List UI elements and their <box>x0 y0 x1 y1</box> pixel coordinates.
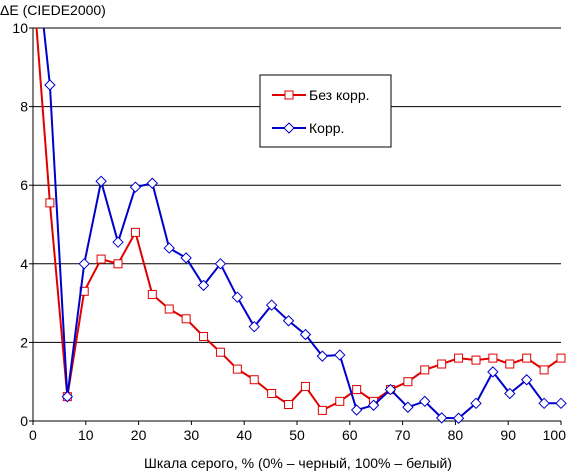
x-axis-title: Шкала серого, % (0% – черный, 100% – бел… <box>144 455 452 471</box>
series-1-point-19 <box>352 385 362 395</box>
series-1-point-6 <box>130 227 140 237</box>
series-1-point-7 <box>147 289 157 299</box>
series-1-point-5 <box>113 259 123 269</box>
y-tick-label-10: 10 <box>12 20 28 36</box>
legend: Без корр. Корр. <box>259 74 392 148</box>
x-tick-label-10: 10 <box>78 427 94 443</box>
x-tick-label-40: 40 <box>236 427 252 443</box>
series-2-point-10 <box>197 279 210 292</box>
series-2-point-27 <box>487 366 499 378</box>
axes <box>29 27 562 425</box>
series-1-point-23 <box>420 365 430 375</box>
series-1-point-12 <box>232 364 242 374</box>
legend-marker-1 <box>284 90 294 100</box>
x-tick-label-20: 20 <box>131 427 147 443</box>
legend-marker-2 <box>283 122 295 134</box>
x-tick-label-80: 80 <box>448 427 464 443</box>
series-2-point-18 <box>334 349 346 361</box>
series-2-point-4 <box>95 175 107 187</box>
series-2-point-12 <box>231 291 244 303</box>
series-1-point-8 <box>164 304 174 314</box>
series-2-point-15 <box>282 315 295 327</box>
series-2-point-13 <box>248 320 260 333</box>
series-2-point-29 <box>520 374 533 386</box>
series-1 <box>35 28 566 415</box>
y-tick-label-6: 6 <box>20 177 28 193</box>
series-1-point-22 <box>403 377 413 387</box>
series-2-point-2 <box>61 390 74 403</box>
y-tick-label-2: 2 <box>20 334 28 350</box>
x-tick-label-50: 50 <box>289 427 305 443</box>
series-1-point-28 <box>505 359 515 369</box>
series-2-point-24 <box>435 412 448 424</box>
series-2-point-11 <box>214 258 227 270</box>
series-1-point-29 <box>522 353 532 363</box>
y-tick-label-0: 0 <box>20 413 28 429</box>
series-2-point-20 <box>367 399 380 411</box>
series-2 <box>42 28 567 424</box>
series-2-point-9 <box>180 252 192 264</box>
series-1-point-10 <box>199 332 209 342</box>
x-tick-label-100: 100 <box>543 427 567 443</box>
series-1-point-31 <box>556 353 566 363</box>
series-1-point-25 <box>454 353 464 363</box>
series-1-point-1 <box>45 198 55 208</box>
y-tick-label-4: 4 <box>20 256 28 272</box>
series-1-point-13 <box>249 375 259 385</box>
legend-label-1: Без корр. <box>309 87 370 103</box>
series-1-point-26 <box>471 355 481 365</box>
series-1-point-27 <box>488 353 498 363</box>
y-axis-title: ΔE (CIEDE2000) <box>0 2 106 18</box>
series-2-point-17 <box>316 350 329 362</box>
legend-label-2: Корр. <box>309 120 344 136</box>
series-2-point-23 <box>419 395 431 408</box>
series-2-point-14 <box>265 299 278 311</box>
series-2-point-1 <box>44 79 56 91</box>
series-1-point-30 <box>539 365 549 375</box>
series-2-point-19 <box>350 404 363 416</box>
series-2-point-5 <box>112 236 124 248</box>
series-2-point-31 <box>555 397 567 410</box>
series-1-point-15 <box>284 399 294 409</box>
x-tick-label-60: 60 <box>342 427 358 443</box>
series-2-point-3 <box>78 258 90 270</box>
series-2-point-28 <box>504 387 516 400</box>
series-1-point-9 <box>181 314 191 324</box>
series-2-point-22 <box>402 401 414 413</box>
series-1-point-14 <box>267 388 277 398</box>
series-1-point-16 <box>300 381 310 391</box>
series-1-point-11 <box>215 347 225 357</box>
series-2-point-25 <box>452 412 465 424</box>
series-2-point-30 <box>538 397 550 410</box>
series-2-point-16 <box>299 328 312 341</box>
x-tick-label-90: 90 <box>500 427 516 443</box>
y-tick-label-8: 8 <box>20 99 28 115</box>
x-tick-label-0: 0 <box>29 427 37 443</box>
series-1-point-18 <box>335 396 345 406</box>
series-1-point-24 <box>437 359 447 369</box>
series-2-point-7 <box>146 177 159 189</box>
series-2-point-21 <box>384 383 397 396</box>
series-2-point-26 <box>470 397 482 410</box>
series-2-point-6 <box>129 181 142 193</box>
x-tick-label-70: 70 <box>395 427 411 443</box>
legend-box <box>259 74 392 148</box>
series-1-point-17 <box>317 405 327 415</box>
series-layer <box>35 28 567 424</box>
series-2-point-8 <box>163 242 175 254</box>
x-tick-label-30: 30 <box>184 427 200 443</box>
series-1-point-4 <box>96 254 106 264</box>
